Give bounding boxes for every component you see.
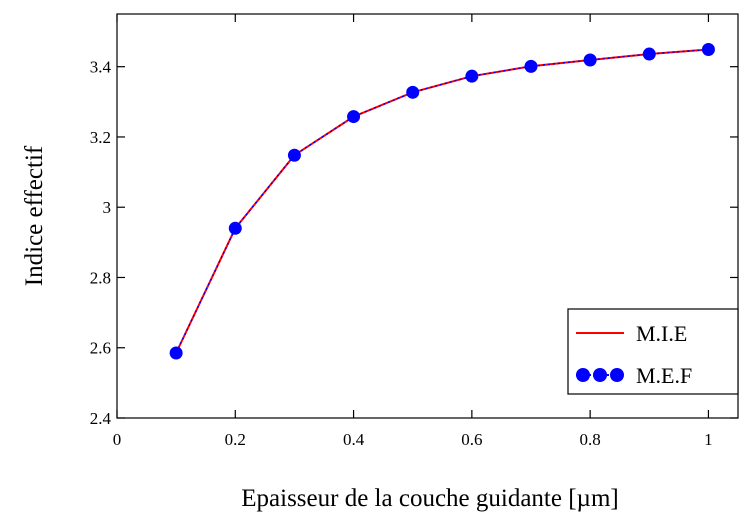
- x-axis-title: Epaisseur de la couche guidante [µm]: [241, 485, 618, 512]
- legend-swatch-mef-dot-2: [593, 368, 607, 382]
- x-tick-label-2: 0.4: [343, 430, 365, 449]
- y-tick-label-0: 2.4: [90, 409, 112, 428]
- y-tick-label-4: 3.2: [90, 128, 111, 147]
- plot-frame: [116, 13, 739, 419]
- legend-swatch-mef-dot-1: [576, 368, 590, 382]
- legend-label-mie: M.I.E: [636, 321, 687, 346]
- data-point-mef-2: [287, 148, 301, 162]
- y-axis-title: Indice effectif: [21, 145, 48, 286]
- x-tick-label-1: 0.2: [225, 430, 246, 449]
- data-point-mef-0: [169, 346, 183, 360]
- y-tick-label-2: 2.8: [90, 268, 111, 287]
- legend-swatch-mef-dot-3: [610, 368, 624, 382]
- data-point-mef-5: [465, 69, 479, 83]
- data-point-mef-7: [583, 53, 597, 67]
- series-layer: [169, 42, 715, 360]
- x-tick-label-0: 0: [113, 430, 122, 449]
- data-point-mef-4: [406, 85, 420, 99]
- data-point-mef-6: [524, 59, 538, 73]
- data-point-mef-8: [642, 47, 656, 61]
- data-point-mef-9: [701, 42, 715, 56]
- series-line-mef: [175, 48, 709, 354]
- series-line-mie: [175, 48, 709, 354]
- x-tick-label-3: 0.6: [461, 430, 482, 449]
- legend-label-mef: M.E.F: [636, 363, 692, 388]
- y-tick-label-1: 2.6: [90, 339, 111, 358]
- x-tick-label-5: 1: [704, 430, 713, 449]
- y-tick-label-3: 3: [103, 198, 112, 217]
- axis-ticks: 0 0.2 0.4 0.6 0.8 1 2.4 2.6 2.8 3 3.2 3.4: [90, 14, 738, 449]
- data-point-mef-3: [347, 110, 361, 124]
- legend: M.I.E M.E.F: [567, 308, 739, 395]
- x-tick-label-4: 0.8: [580, 430, 601, 449]
- y-tick-label-5: 3.4: [90, 58, 112, 77]
- data-point-mef-1: [228, 221, 242, 235]
